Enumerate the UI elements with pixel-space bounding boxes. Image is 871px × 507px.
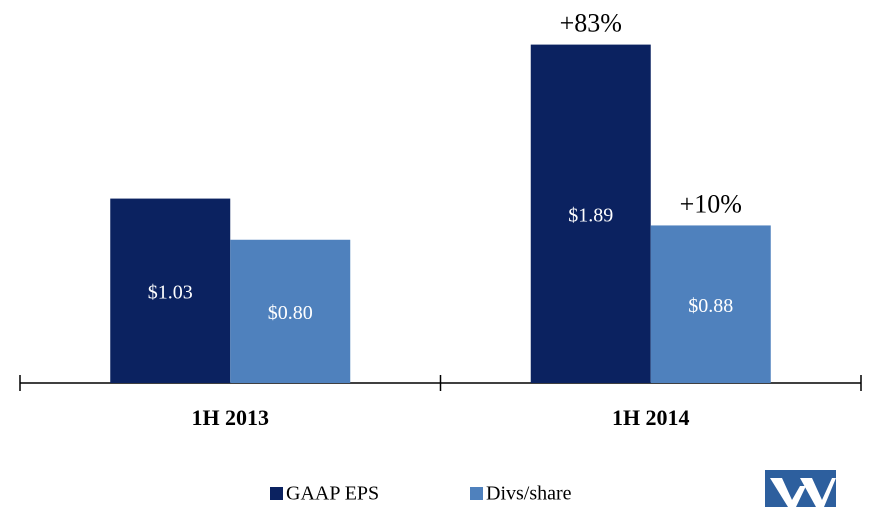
x-tick-label: 1H 2013 [191, 405, 269, 430]
legend-swatch [270, 487, 283, 500]
bar [230, 239, 351, 383]
annotation: +83% [560, 9, 622, 38]
value-label: $0.80 [268, 302, 313, 324]
x-tick-label: 1H 2014 [612, 405, 690, 430]
bar [650, 225, 771, 383]
annotation: +10% [680, 189, 742, 218]
value-label: $1.89 [568, 204, 613, 226]
legend-swatch [470, 487, 483, 500]
value-label: $1.03 [148, 281, 193, 303]
logo-mark [770, 478, 806, 507]
bar [110, 198, 231, 383]
value-label: $0.88 [688, 295, 733, 317]
logo-mark [800, 478, 836, 507]
bar [530, 44, 651, 383]
logo [765, 470, 836, 507]
legend-label: GAAP EPS [286, 483, 379, 505]
legend-label: Divs/share [486, 483, 572, 505]
